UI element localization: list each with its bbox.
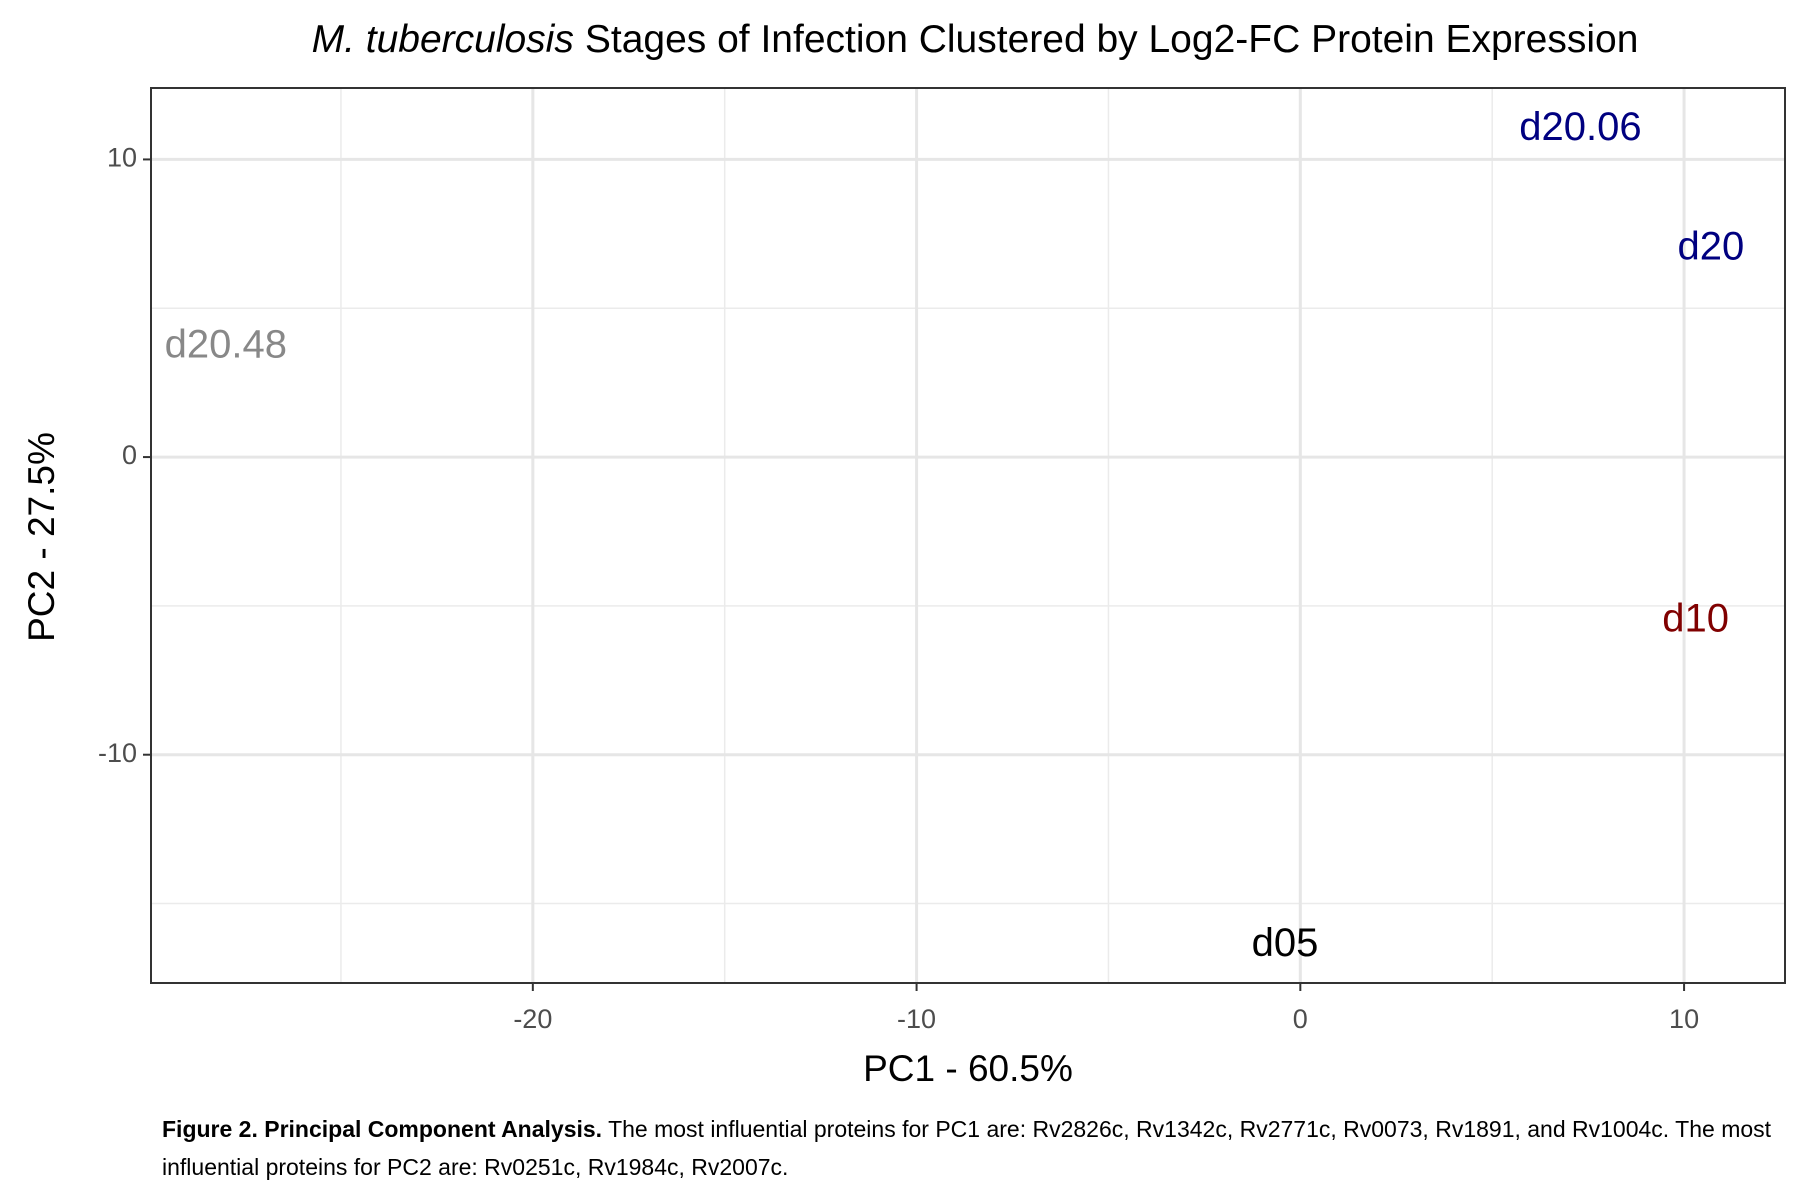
y-axis-label: PC2 - 27.5% (21, 432, 62, 642)
chart: M. tuberculosis Stages of Infection Clust… (21, 18, 1786, 1089)
point-label: d20 (1678, 224, 1745, 268)
y-tick-label: 10 (107, 143, 137, 173)
x-tick-label: -10 (897, 1004, 936, 1034)
chart-title-group: M. tuberculosis Stages of Infection Clust… (312, 18, 1639, 61)
x-tick-label: 0 (1293, 1004, 1308, 1034)
y-tick-label: 0 (122, 440, 137, 470)
plot-border (150, 87, 1786, 984)
point-label: d10 (1662, 596, 1729, 640)
y-tick-label: -10 (98, 738, 137, 768)
point-label: d20.06 (1519, 105, 1641, 149)
x-tick-label: 10 (1669, 1004, 1699, 1034)
point-label: d20.48 (165, 323, 287, 367)
figure-caption: Figure 2. Principal Component Analysis. … (162, 1110, 1782, 1186)
chart-title: Stages of Infection Clustered by Log2-FC… (585, 18, 1639, 61)
caption-text: The most influential proteins for PC1 ar… (162, 1116, 1772, 1180)
x-axis-label: PC1 - 60.5% (863, 1048, 1073, 1089)
point-label: d05 (1252, 921, 1319, 965)
caption-label: Figure 2. Principal Component Analysis. (162, 1116, 603, 1142)
x-tick-label: -20 (513, 1004, 552, 1034)
chart-title-species: M. tuberculosis (312, 18, 574, 61)
